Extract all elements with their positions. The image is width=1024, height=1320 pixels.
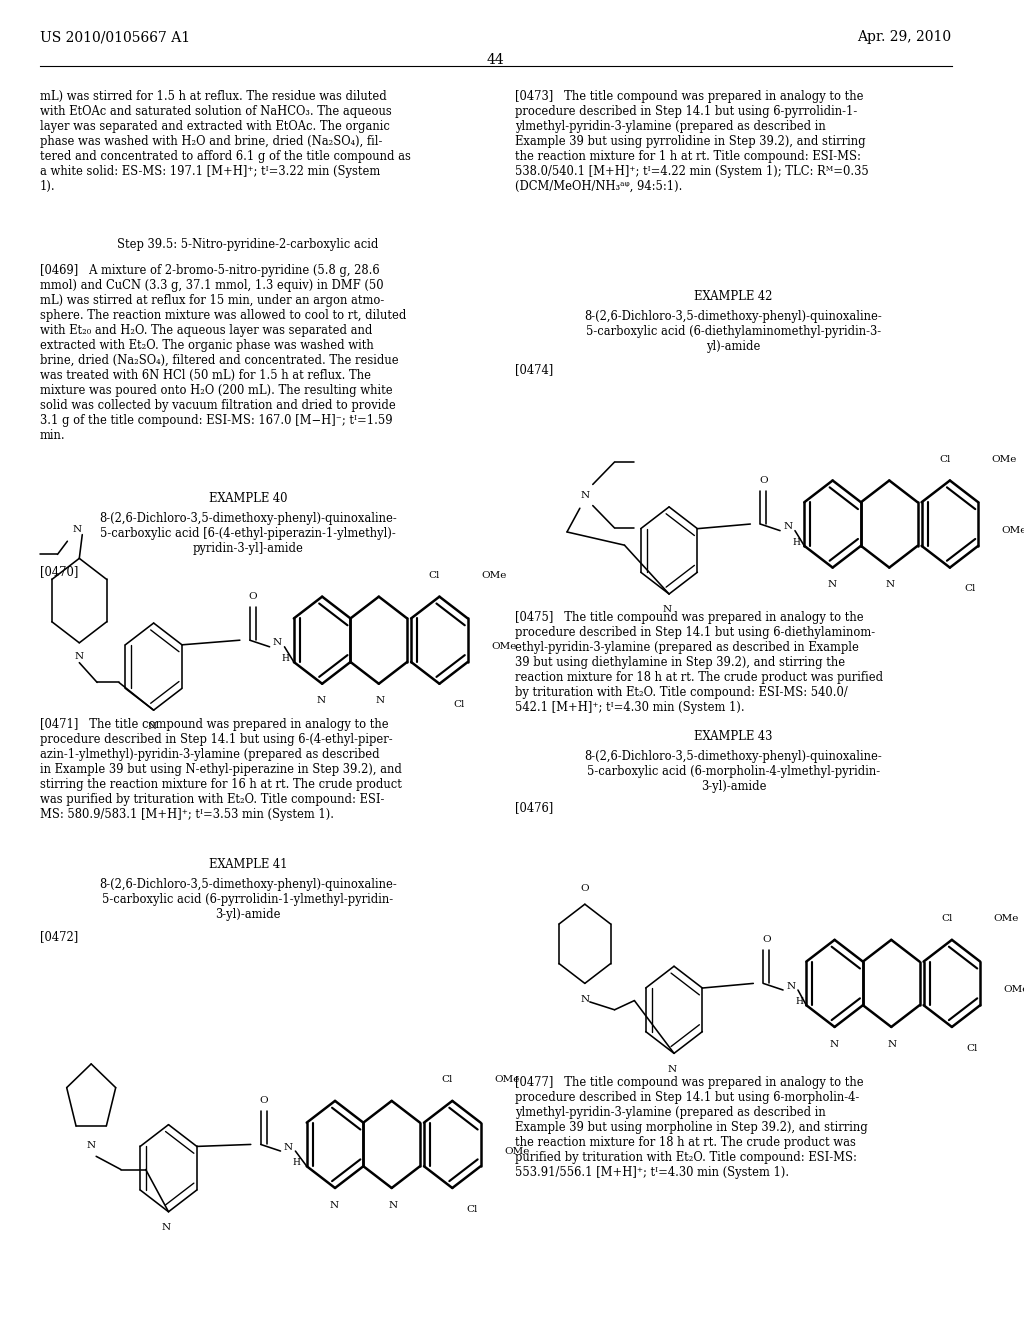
Text: N: N xyxy=(73,525,82,533)
Text: N: N xyxy=(786,982,796,990)
Text: Cl: Cl xyxy=(941,915,952,923)
Text: O: O xyxy=(259,1097,268,1105)
Text: OMe: OMe xyxy=(492,643,516,651)
Text: N: N xyxy=(888,1040,897,1048)
Text: N: N xyxy=(330,1201,339,1209)
Text: Cl: Cl xyxy=(939,455,950,463)
Text: 8-(2,6-Dichloro-3,5-dimethoxy-phenyl)-quinoxaline-
5-carboxylic acid (6-diethyla: 8-(2,6-Dichloro-3,5-dimethoxy-phenyl)-qu… xyxy=(585,310,883,354)
Text: [0470]: [0470] xyxy=(40,565,78,578)
Text: N: N xyxy=(388,1201,397,1209)
Text: Cl: Cl xyxy=(467,1205,478,1213)
Text: N: N xyxy=(273,639,282,647)
Text: N: N xyxy=(783,523,793,531)
Text: N: N xyxy=(284,1143,293,1151)
Text: N: N xyxy=(581,995,590,1003)
Text: N: N xyxy=(147,722,157,730)
Text: H: H xyxy=(282,655,290,663)
Text: N: N xyxy=(886,581,895,589)
Text: N: N xyxy=(581,491,590,499)
Text: EXAMPLE 40: EXAMPLE 40 xyxy=(209,492,287,506)
Text: O: O xyxy=(762,936,770,944)
Text: 8-(2,6-Dichloro-3,5-dimethoxy-phenyl)-quinoxaline-
5-carboxylic acid (6-morpholi: 8-(2,6-Dichloro-3,5-dimethoxy-phenyl)-qu… xyxy=(585,750,883,793)
Text: [0472]: [0472] xyxy=(40,931,78,944)
Text: mL) was stirred for 1.5 h at reflux. The residue was diluted
with EtOAc and satu: mL) was stirred for 1.5 h at reflux. The… xyxy=(40,90,411,193)
Text: N: N xyxy=(829,1040,839,1048)
Text: 8-(2,6-Dichloro-3,5-dimethoxy-phenyl)-quinoxaline-
5-carboxylic acid (6-pyrrolid: 8-(2,6-Dichloro-3,5-dimethoxy-phenyl)-qu… xyxy=(99,878,396,921)
Text: N: N xyxy=(162,1224,171,1232)
Text: O: O xyxy=(249,593,257,601)
Text: [0477]   The title compound was prepared in analogy to the
procedure described i: [0477] The title compound was prepared i… xyxy=(515,1076,868,1179)
Text: [0474]: [0474] xyxy=(515,363,554,376)
Text: N: N xyxy=(668,1065,677,1073)
Text: N: N xyxy=(827,581,837,589)
Text: N: N xyxy=(87,1142,96,1150)
Text: OMe: OMe xyxy=(991,455,1017,463)
Text: EXAMPLE 41: EXAMPLE 41 xyxy=(209,858,287,871)
Text: [0476]: [0476] xyxy=(515,801,554,814)
Text: H: H xyxy=(293,1159,300,1167)
Text: [0473]   The title compound was prepared in analogy to the
procedure described i: [0473] The title compound was prepared i… xyxy=(515,90,869,193)
Text: H: H xyxy=(795,998,803,1006)
Text: Cl: Cl xyxy=(966,1044,977,1052)
Text: OMe: OMe xyxy=(481,572,507,579)
Text: O: O xyxy=(759,477,768,484)
Text: OMe: OMe xyxy=(993,915,1019,923)
Text: OMe: OMe xyxy=(1001,527,1024,535)
Text: N: N xyxy=(316,697,326,705)
Text: N: N xyxy=(75,652,84,660)
Text: EXAMPLE 42: EXAMPLE 42 xyxy=(694,290,773,304)
Text: 44: 44 xyxy=(486,53,505,67)
Text: Cl: Cl xyxy=(429,572,440,579)
Text: Cl: Cl xyxy=(964,585,976,593)
Text: O: O xyxy=(581,884,589,892)
Text: Cl: Cl xyxy=(441,1076,453,1084)
Text: H: H xyxy=(792,539,800,546)
Text: OMe: OMe xyxy=(504,1147,529,1155)
Text: OMe: OMe xyxy=(1004,986,1024,994)
Text: [0475]   The title compound was prepared in analogy to the
procedure described i: [0475] The title compound was prepared i… xyxy=(515,611,884,714)
Text: Cl: Cl xyxy=(454,701,465,709)
Text: 8-(2,6-Dichloro-3,5-dimethoxy-phenyl)-quinoxaline-
5-carboxylic acid [6-(4-ethyl: 8-(2,6-Dichloro-3,5-dimethoxy-phenyl)-qu… xyxy=(99,512,396,556)
Text: N: N xyxy=(663,606,672,614)
Text: [0469]   A mixture of 2-bromo-5-nitro-pyridine (5.8 g, 28.6
mmol) and CuCN (3.3 : [0469] A mixture of 2-bromo-5-nitro-pyri… xyxy=(40,264,407,442)
Text: [0471]   The title compound was prepared in analogy to the
procedure described i: [0471] The title compound was prepared i… xyxy=(40,718,401,821)
Text: US 2010/0105667 A1: US 2010/0105667 A1 xyxy=(40,30,189,45)
Text: Step 39.5: 5-Nitro-pyridine-2-carboxylic acid: Step 39.5: 5-Nitro-pyridine-2-carboxylic… xyxy=(117,238,379,251)
Text: Apr. 29, 2010: Apr. 29, 2010 xyxy=(857,30,951,45)
Text: N: N xyxy=(375,697,384,705)
Text: EXAMPLE 43: EXAMPLE 43 xyxy=(694,730,773,743)
Text: OMe: OMe xyxy=(495,1076,519,1084)
